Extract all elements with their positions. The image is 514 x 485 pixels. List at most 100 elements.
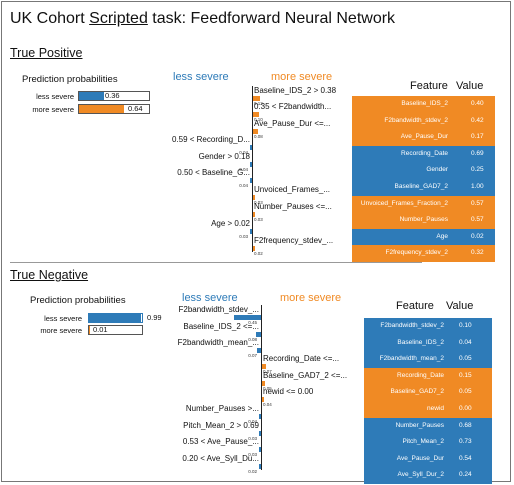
table-row: Unvoiced_Frames_Fraction_2 0.57 bbox=[352, 195, 495, 213]
table-row: Pitch_Mean_2 0.73 bbox=[364, 434, 492, 451]
table-cell-feature: Number_Pauses bbox=[399, 216, 448, 224]
tp-less-severe-label: less severe bbox=[173, 71, 229, 83]
table-cell-feature: Pitch_Mean_2 bbox=[402, 438, 444, 446]
table-cell-value: 0.57 bbox=[471, 199, 484, 207]
feature-label: F2bandwidth_mean_... bbox=[177, 338, 259, 347]
feature-bar-less-severe bbox=[234, 315, 261, 320]
table-row: F2bandwidth_stdev_2 0.10 bbox=[364, 318, 492, 335]
table-cell-value: 0.24 bbox=[459, 471, 472, 479]
table-cell-value: 0.02 bbox=[471, 232, 484, 240]
feature-bar-more-severe bbox=[253, 195, 255, 200]
table-cell-value: 0.25 bbox=[471, 166, 484, 174]
feature-label: F2bandwidth_stdev_... bbox=[178, 305, 260, 314]
tp-pred-fill-less bbox=[79, 92, 105, 100]
table-row: Recording_Date 0.15 bbox=[364, 367, 492, 385]
table-cell-value: 0.73 bbox=[459, 438, 472, 446]
feature-weight: 0.04 bbox=[239, 167, 248, 172]
table-cell-feature: Gender bbox=[426, 166, 448, 174]
table-cell-feature: Baseline_IDS_2 bbox=[397, 338, 444, 346]
feature-weight: 0.04 bbox=[263, 402, 272, 407]
feature-label: Number_Pauses <=... bbox=[254, 202, 332, 211]
feature-bar-less-severe bbox=[250, 229, 252, 234]
feature-bar-more-severe bbox=[262, 381, 265, 386]
tn-pred-fill-more bbox=[89, 326, 90, 334]
table-cell-feature: Ave_Syll_Dur_2 bbox=[397, 471, 445, 479]
feature-label: Recording_Date <=... bbox=[263, 354, 340, 363]
feature-label: Number_Pauses >... bbox=[185, 404, 259, 413]
table-cell-feature: Ave_Pause_Dur bbox=[400, 133, 448, 141]
feature-bar-less-severe bbox=[259, 447, 261, 452]
feature-weight: 0.03 bbox=[239, 234, 248, 239]
feature-weight: 0.10 bbox=[254, 117, 263, 122]
table-cell-value: 0.68 bbox=[459, 421, 472, 429]
table-cell-feature: newid bbox=[427, 405, 444, 412]
tp-pred-fill-more bbox=[79, 105, 124, 113]
feature-weight: 0.05 bbox=[263, 386, 272, 391]
table-row: Baseline_GAD7_2 0.05 bbox=[364, 384, 492, 401]
table-row: Baseline_GAD7_2 1.00 bbox=[352, 179, 495, 196]
table-cell-value: 0.05 bbox=[459, 355, 472, 363]
feature-bar-less-severe bbox=[258, 414, 261, 419]
title-prefix: UK Cohort bbox=[10, 10, 90, 27]
table-cell-feature: F2frequency_stdev_2 bbox=[385, 249, 448, 257]
feature-label: Baseline_IDS_2 > 0.38 bbox=[254, 86, 337, 95]
title-underlined: Scripted bbox=[89, 10, 148, 27]
table-cell-feature: F2bandwidth_stdev_2 bbox=[384, 116, 448, 124]
table-cell-value: 0.15 bbox=[459, 371, 472, 379]
feature-label: 0.59 < Recording_D... bbox=[171, 135, 250, 144]
tp-pred-value-more: 0.64 bbox=[128, 104, 143, 113]
table-row: Baseline_IDS_2 0.04 bbox=[364, 334, 492, 352]
feature-weight: 0.03 bbox=[254, 217, 263, 222]
tn-less-severe-label: less severe bbox=[182, 292, 238, 304]
tn-pred-bar-less bbox=[88, 313, 143, 323]
tn-pred-value-less: 0.99 bbox=[147, 313, 162, 322]
table-cell-value: 0.54 bbox=[459, 454, 472, 462]
feature-bar-less-severe bbox=[256, 348, 261, 353]
table-row: Ave_Syll_Dur_2 0.24 bbox=[364, 467, 492, 484]
tn-pred-fill-less bbox=[89, 314, 142, 322]
tp-pred-value-less: 0.36 bbox=[105, 91, 120, 100]
table-cell-feature: Unvoiced_Frames_Fraction_2 bbox=[360, 199, 448, 207]
table-row: Age 0.02 bbox=[352, 228, 495, 246]
tp-table-header-value: Value bbox=[456, 80, 484, 92]
tp-pred-label-less: less severe bbox=[36, 92, 74, 101]
true-positive-heading: True Positive bbox=[10, 46, 83, 60]
feature-label: 0.50 < Baseline_G... bbox=[177, 168, 250, 177]
table-row: Number_Pauses 0.68 bbox=[364, 417, 492, 435]
feature-weight: 0.12 bbox=[254, 101, 263, 106]
feature-weight: 0.03 bbox=[248, 436, 257, 441]
tp-table-header-feature: Feature bbox=[410, 80, 448, 92]
tp-axis-line bbox=[252, 86, 253, 252]
feature-weight: 0.03 bbox=[254, 200, 263, 205]
feature-bar-more-severe bbox=[262, 397, 265, 402]
table-row: F2bandwidth_stdev_2 0.42 bbox=[352, 112, 495, 130]
tn-pred-bar-more: 0.01 bbox=[88, 325, 143, 335]
table-row: Baseline_IDS_2 0.40 bbox=[352, 96, 495, 113]
tn-pred-value-more: 0.01 bbox=[93, 325, 108, 334]
feature-weight: 0.04 bbox=[248, 419, 257, 424]
table-cell-feature: Ave_Pause_Dur bbox=[396, 454, 444, 462]
feature-weight: 0.08 bbox=[254, 134, 263, 139]
feature-label: 0.53 < Ave_Pause_... bbox=[182, 437, 259, 446]
feature-bar-more-severe bbox=[253, 246, 255, 251]
tn-more-severe-label: more severe bbox=[280, 292, 342, 304]
tp-pred-label-more: more severe bbox=[32, 105, 74, 114]
table-cell-value: 1.00 bbox=[471, 183, 484, 190]
feature-bar-less-severe bbox=[249, 145, 252, 150]
feature-bar-more-severe bbox=[253, 212, 255, 217]
feature-bar-more-severe bbox=[253, 112, 259, 117]
feature-bar-less-severe bbox=[249, 178, 252, 183]
feature-weight: 0.07 bbox=[248, 353, 257, 358]
tp-pred-bar-less: 0.36 bbox=[78, 91, 150, 101]
feature-bar-more-severe bbox=[253, 96, 261, 101]
table-cell-value: 0.32 bbox=[471, 249, 484, 257]
tn-table-header-value: Value bbox=[446, 300, 474, 312]
table-cell-value: 0.69 bbox=[471, 149, 484, 157]
feature-label: Ave_Pause_Dur <=... bbox=[254, 119, 331, 128]
feature-bar-more-severe bbox=[253, 129, 258, 134]
feature-label: Unvoiced_Frames_... bbox=[254, 185, 331, 194]
feature-label: F2frequency_stdev_... bbox=[254, 236, 334, 245]
table-cell-value: 0.42 bbox=[471, 116, 484, 124]
tp-pred-bar-more: 0.64 bbox=[78, 104, 150, 114]
